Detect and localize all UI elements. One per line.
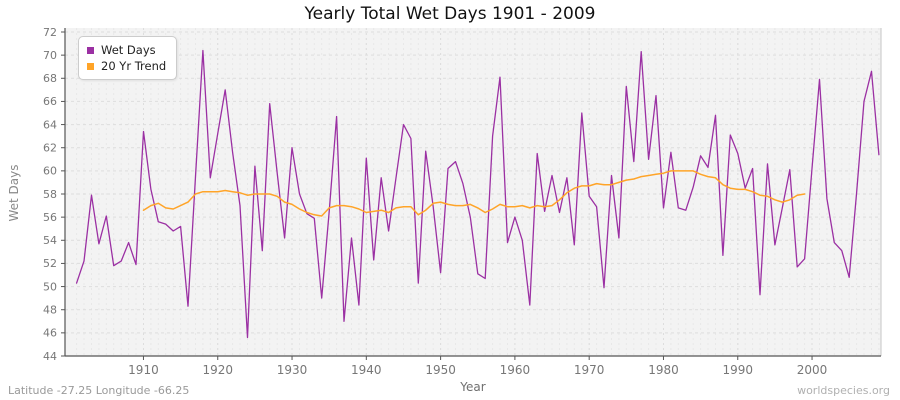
y-tick-label: 48: [43, 304, 57, 317]
y-tick-label: 70: [43, 49, 57, 62]
x-axis-label: Year: [460, 380, 486, 394]
y-tick-label: 52: [43, 257, 57, 270]
y-tick-label: 60: [43, 165, 57, 178]
y-tick-label: 58: [43, 188, 57, 201]
legend-label-wet-days: Wet Days: [101, 43, 156, 57]
y-tick-label: 64: [43, 118, 57, 131]
wet-days-swatch-icon: [87, 46, 94, 54]
y-tick-label: 62: [43, 142, 57, 155]
watermark-label: worldspecies.org: [797, 384, 890, 397]
y-tick-label: 72: [43, 26, 57, 39]
y-tick-label: 68: [43, 72, 57, 85]
y-tick-label: 50: [43, 280, 57, 293]
y-tick-label: 56: [43, 211, 57, 224]
y-tick-label: 44: [43, 350, 57, 363]
axis-ticks: 44 46 48 50 52 54 56 58 60 62 64 66 68 70 72 1910 1920 19…: [43, 26, 827, 377]
y-tick-label: 46: [43, 327, 57, 340]
y-tick-label: 66: [43, 95, 57, 108]
x-tick-label: 2000: [797, 363, 828, 377]
series-20-yr-trend: [142, 170, 806, 217]
x-tick-label: 1960: [500, 363, 531, 377]
x-tick-label: 1950: [425, 363, 456, 377]
legend-item-wet-days: Wet Days: [87, 42, 166, 58]
y-tick-label: 54: [43, 234, 57, 247]
legend-item-trend: 20 Yr Trend: [87, 58, 166, 74]
legend: Wet Days 20 Yr Trend: [78, 36, 178, 80]
series-wet-days: [75, 49, 880, 339]
x-tick-label: 1930: [277, 363, 308, 377]
trend-swatch-icon: [87, 62, 94, 70]
x-tick-label: 1990: [722, 363, 753, 377]
x-tick-label: 1980: [648, 363, 679, 377]
chart-title: Yearly Total Wet Days 1901 - 2009: [304, 4, 596, 24]
y-axis-label: Wet Days: [7, 164, 21, 222]
x-tick-label: 1970: [574, 363, 605, 377]
legend-label-trend: 20 Yr Trend: [101, 59, 167, 73]
latitude-longitude-label: Latitude -27.25 Longitude -66.25: [8, 384, 190, 397]
grid-horizontal: [65, 31, 881, 357]
x-tick-label: 1920: [202, 363, 233, 377]
x-tick-label: 1910: [128, 363, 159, 377]
plot-background: [65, 28, 881, 356]
x-tick-label: 1940: [351, 363, 382, 377]
